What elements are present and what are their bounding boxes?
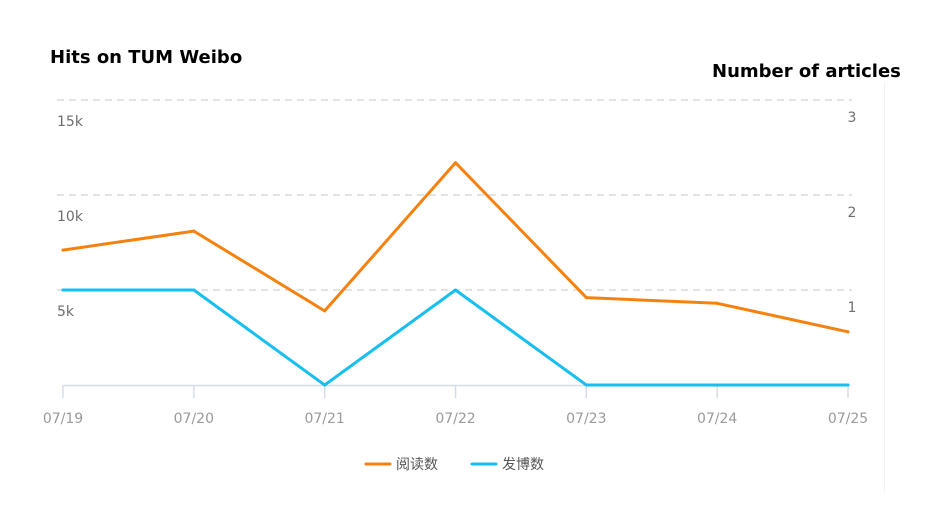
x-tick-label: 07/23 [566, 411, 606, 427]
legend-label: 阅读数 [396, 456, 438, 473]
y-tick-label: 10k [57, 209, 84, 225]
y2-tick-label: 2 [848, 205, 857, 221]
data-point [846, 383, 850, 387]
x-tick-label: 07/20 [174, 411, 214, 427]
x-tick-label: 07/22 [435, 411, 475, 427]
x-tick-label: 07/19 [43, 411, 83, 427]
right-edge-divider [884, 82, 885, 492]
data-point [61, 248, 65, 252]
x-tick-label: 07/21 [304, 411, 344, 427]
y-tick-label: 5k [57, 304, 75, 320]
series-line [61, 288, 850, 387]
x-tick-label: 07/25 [828, 411, 868, 427]
data-point [584, 296, 588, 300]
x-tick-label: 07/24 [697, 411, 737, 427]
series-line [61, 161, 850, 334]
chart-title: Hits on TUM Weibo [50, 47, 243, 68]
data-point [715, 301, 719, 305]
data-point [61, 288, 65, 292]
data-point [846, 330, 850, 334]
data-point [192, 229, 196, 233]
data-point [454, 161, 457, 165]
data-point [192, 288, 196, 292]
data-point [454, 288, 457, 292]
data-point [715, 383, 719, 387]
legend: 阅读数 发博数 [364, 456, 544, 473]
data-point [323, 309, 327, 313]
legend-label: 发博数 [502, 456, 544, 473]
y-tick-label: 15k [57, 114, 84, 130]
y2-tick-label: 3 [848, 110, 857, 126]
data-point [323, 383, 327, 387]
grid-layer [57, 99, 852, 291]
right-axis-title: Number of articles [712, 61, 901, 82]
axis-layer: 5k 10k 15k 1 2 3 07/19 07/20 07/21 07/22 07/23 07/2… [43, 110, 868, 427]
data-point [584, 383, 588, 387]
y2-tick-label: 1 [848, 300, 857, 316]
series-layer [61, 161, 850, 387]
